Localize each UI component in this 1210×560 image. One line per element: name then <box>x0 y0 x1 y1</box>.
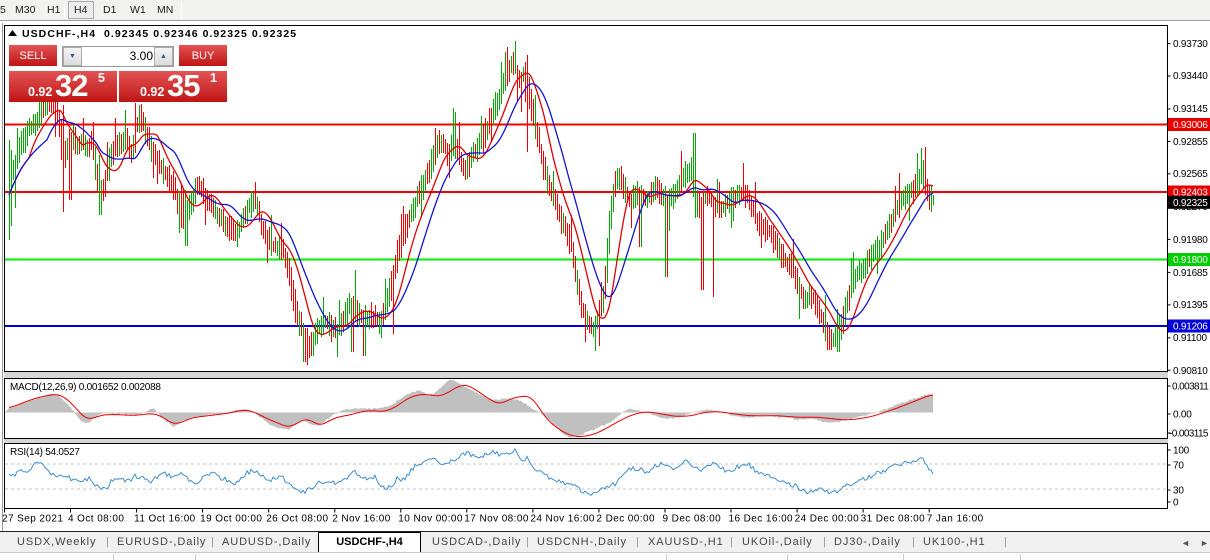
svg-text:RSI(14) 54.0527: RSI(14) 54.0527 <box>10 447 80 458</box>
svg-text:0.00: 0.00 <box>1173 410 1192 421</box>
svg-text:0.93145: 0.93145 <box>1173 104 1208 115</box>
svg-text:0.91100: 0.91100 <box>1173 333 1208 344</box>
svg-text:MACD(12,26,9) 0.001652 0.00208: MACD(12,26,9) 0.001652 0.002088 <box>10 382 161 393</box>
svg-text:70: 70 <box>1173 461 1184 472</box>
svg-text:0.91685: 0.91685 <box>1173 268 1208 279</box>
svg-text:9 Dec 08:00: 9 Dec 08:00 <box>663 514 722 525</box>
svg-text:27 Sep 2021: 27 Sep 2021 <box>2 514 63 525</box>
svg-text:100: 100 <box>1173 446 1190 457</box>
svg-text:0.92325: 0.92325 <box>1173 198 1208 209</box>
svg-text:0.92403: 0.92403 <box>1173 188 1208 199</box>
svg-text:16 Dec 16:00: 16 Dec 16:00 <box>729 514 794 525</box>
svg-text:24 Nov 16:00: 24 Nov 16:00 <box>530 514 595 525</box>
svg-text:0.93730: 0.93730 <box>1173 39 1208 50</box>
svg-text:31 Dec 08:00: 31 Dec 08:00 <box>861 514 926 525</box>
svg-text:7 Jan 16:00: 7 Jan 16:00 <box>927 514 984 525</box>
svg-text:2 Dec 00:00: 2 Dec 00:00 <box>596 514 655 525</box>
svg-text:4 Oct 08:00: 4 Oct 08:00 <box>68 514 124 525</box>
svg-text:0.93440: 0.93440 <box>1173 71 1208 82</box>
svg-text:USDCHF-,H4 0.92345 0.92346 0.: USDCHF-,H4 0.92345 0.92346 0.92325 0.923… <box>22 28 297 40</box>
svg-text:10 Nov 00:00: 10 Nov 00:00 <box>398 514 463 525</box>
svg-text:0.90810: 0.90810 <box>1173 366 1208 377</box>
svg-text:-0.003115: -0.003115 <box>1169 429 1209 440</box>
svg-text:0.91800: 0.91800 <box>1173 255 1208 266</box>
svg-text:0.91206: 0.91206 <box>1173 322 1208 333</box>
svg-text:0.91395: 0.91395 <box>1173 300 1208 311</box>
svg-text:26 Oct 08:00: 26 Oct 08:00 <box>266 514 328 525</box>
svg-text:0.91980: 0.91980 <box>1173 235 1208 246</box>
svg-text:11 Oct 16:00: 11 Oct 16:00 <box>134 514 196 525</box>
svg-text:30: 30 <box>1173 486 1184 497</box>
svg-text:0: 0 <box>1173 498 1179 509</box>
svg-text:24 Dec 00:00: 24 Dec 00:00 <box>795 514 860 525</box>
svg-text:19 Oct 00:00: 19 Oct 00:00 <box>200 514 262 525</box>
svg-text:0.003811: 0.003811 <box>1172 382 1209 393</box>
svg-text:0.92565: 0.92565 <box>1173 169 1208 180</box>
svg-text:0.92855: 0.92855 <box>1173 137 1208 148</box>
svg-text:0.93006: 0.93006 <box>1173 120 1208 131</box>
svg-text:2 Nov 16:00: 2 Nov 16:00 <box>332 514 391 525</box>
svg-text:17 Nov 08:00: 17 Nov 08:00 <box>464 514 529 525</box>
